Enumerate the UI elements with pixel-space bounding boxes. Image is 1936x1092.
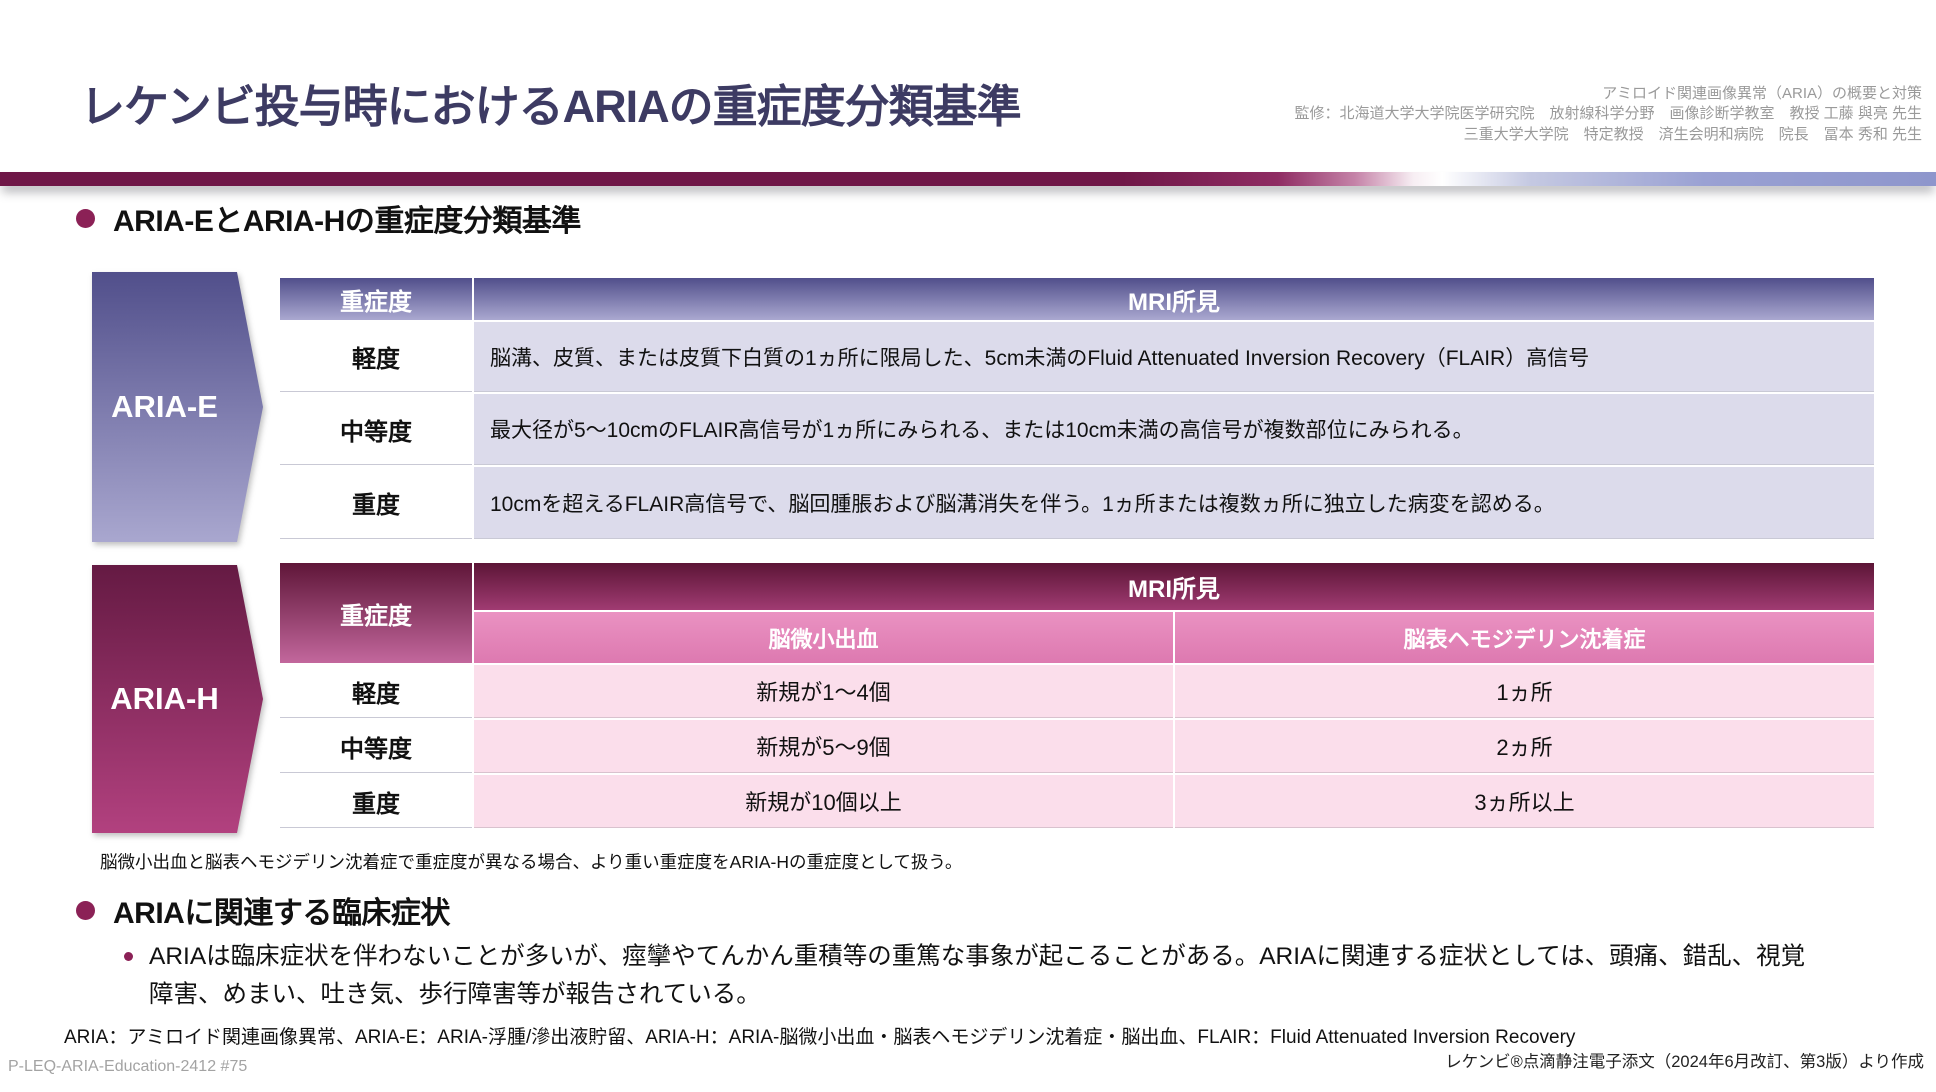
aria-h-col-severity: 重症度 [280, 563, 472, 663]
aria-h-footnote: 脳微小出血と脳表ヘモジデリン沈着症で重症度が異なる場合、より重い重症度をARIA… [100, 852, 963, 872]
aria-e-arrow: ARIA-E [92, 272, 263, 542]
arrow-right-icon [92, 565, 263, 833]
supervisor-credits: アミロイド関連画像異常（ARIA）の概要と対策 監修：北海道大学大学院医学研究院… [1294, 84, 1922, 145]
section1-heading: ARIA-EとARIA-Hの重症度分類基準 [76, 196, 581, 240]
aria-h-row-severity: 中等度 [280, 720, 472, 773]
aria-e-col-severity: 重症度 [280, 278, 472, 320]
aria-e-row-finding: 脳溝、皮質、または皮質下白質の1ヵ所に限局した、5cm未満のFluid Atte… [474, 322, 1874, 392]
aria-h-col-microbleed: 脳微小出血 [474, 612, 1173, 663]
aria-h-row-severity: 重度 [280, 775, 472, 828]
credit-line-1: アミロイド関連画像異常（ARIA）の概要と対策 [1602, 85, 1922, 102]
aria-h-row-microbleed: 新規が5〜9個 [474, 720, 1173, 773]
abbreviations-line: ARIA：アミロイド関連画像異常、ARIA-E：ARIA-浮腫/滲出液貯留、AR… [64, 1027, 1576, 1048]
aria-h-arrow: ARIA-H [92, 565, 263, 833]
aria-h-table: 重症度 MRI所見 脳微小出血 脳表ヘモジデリン沈着症 軽度 新規が1〜4個 1… [280, 563, 1874, 828]
aria-e-table: 重症度 MRI所見 軽度 脳溝、皮質、または皮質下白質の1ヵ所に限局した、5cm… [280, 278, 1874, 539]
bullet-icon [124, 952, 133, 961]
section2-heading: ARIAに関連する臨床症状 [76, 888, 450, 932]
source-citation: レケンビ®点滴静注電子添文（2024年6月改訂、第3版）より作成 [1445, 1053, 1924, 1071]
aria-e-row-finding: 最大径が5〜10cmのFLAIR高信号が1ヵ所にみられる、または10cm未満の高… [474, 394, 1874, 465]
section2-heading-label: ARIAに関連する臨床症状 [113, 897, 450, 930]
aria-h-row-severity: 軽度 [280, 665, 472, 718]
bullet-icon [76, 208, 95, 228]
aria-h-col-siderosis: 脳表ヘモジデリン沈着症 [1175, 612, 1874, 663]
clinical-symptoms-bullet: ARIAは臨床症状を伴わないことが多いが、痙攣やてんかん重積等の重篤な事象が起こ… [124, 938, 1816, 1014]
section1-heading-label: ARIA-EとARIA-Hの重症度分類基準 [113, 205, 581, 238]
aria-h-col-mri: MRI所見 [474, 563, 1874, 610]
aria-e-row-finding: 10cmを超えるFLAIR高信号で、脳回腫脹および脳溝消失を伴う。1ヵ所または複… [474, 467, 1874, 539]
aria-h-row-siderosis: 3ヵ所以上 [1175, 775, 1874, 828]
aria-h-row-microbleed: 新規が1〜4個 [474, 665, 1173, 718]
clinical-symptoms-text: ARIAは臨床症状を伴わないことが多いが、痙攣やてんかん重積等の重篤な事象が起こ… [149, 943, 1806, 1008]
aria-e-row-severity: 中等度 [280, 394, 472, 465]
credit-line-3: 三重大学大学院 特定教授 済生会明和病院 院長 冨本 秀和 先生 [1463, 125, 1922, 143]
title-divider-bar [0, 172, 1936, 186]
bullet-icon [76, 900, 95, 920]
document-code: P-LEQ-ARIA-Education-2412 #75 [8, 1058, 248, 1075]
aria-e-label: ARIA-E [111, 389, 218, 424]
aria-e-row-severity: 軽度 [280, 322, 472, 392]
credit-line-2: 監修：北海道大学大学院医学研究院 放射線科学分野 画像診断学教室 教授 工藤 與… [1294, 105, 1922, 123]
aria-e-row-severity: 重度 [280, 467, 472, 539]
aria-h-row-microbleed: 新規が10個以上 [474, 775, 1173, 828]
aria-h-row-siderosis: 1ヵ所 [1175, 665, 1874, 718]
aria-e-col-mri: MRI所見 [474, 278, 1874, 320]
page-title: レケンビ投与時におけるARIAの重症度分類基準 [80, 81, 1022, 132]
aria-h-row-siderosis: 2ヵ所 [1175, 720, 1874, 773]
arrow-right-icon [92, 272, 263, 542]
aria-h-label: ARIA-H [110, 681, 219, 716]
